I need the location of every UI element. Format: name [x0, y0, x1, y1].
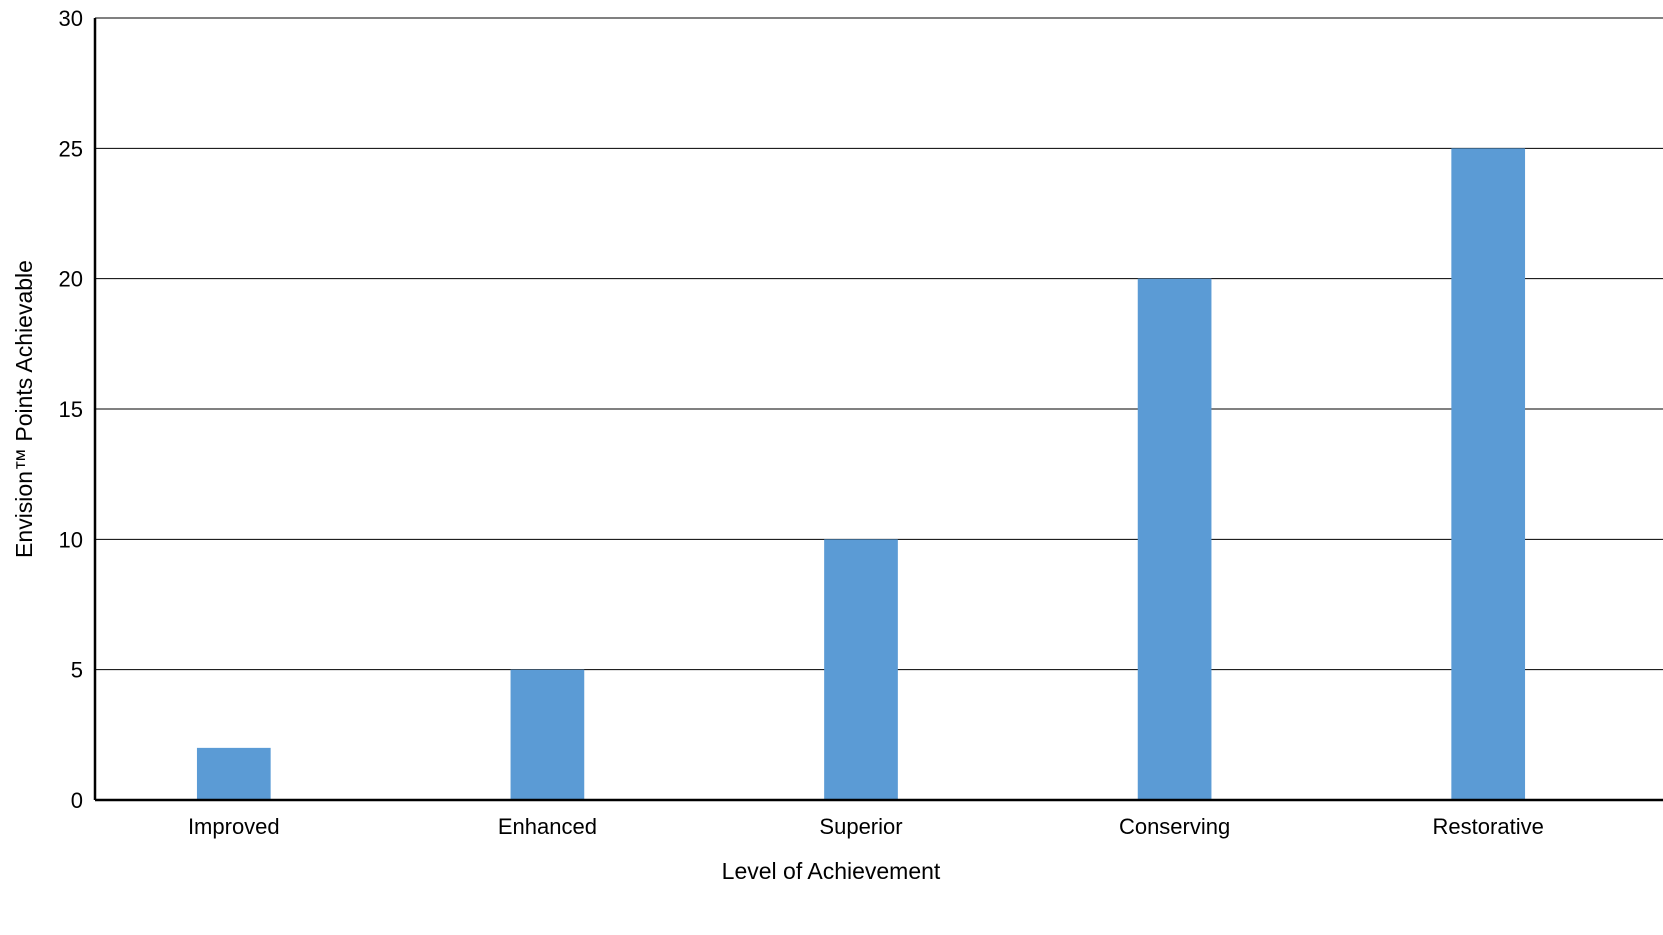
y-tick-label: 10 — [59, 527, 83, 552]
bar-improved — [196, 747, 271, 800]
x-tick-label: Superior — [819, 814, 902, 839]
y-tick-label: 20 — [59, 267, 83, 292]
x-axis-title: Level of Achievement — [722, 858, 941, 884]
x-tick-label: Conserving — [1119, 814, 1230, 839]
y-axis-title: Envision™ Points Achievable — [11, 260, 37, 558]
y-tick-labels: 0 5 10 15 20 25 30 — [59, 6, 83, 813]
bar-restorative — [1451, 148, 1526, 801]
y-tick-label: 5 — [71, 658, 83, 683]
bar-enhanced — [510, 669, 585, 800]
bars — [196, 148, 1526, 801]
y-tick-label: 25 — [59, 136, 83, 161]
gridlines — [95, 17, 1663, 671]
x-tick-label: Improved — [188, 814, 280, 839]
axes — [93, 18, 1663, 802]
x-tick-labels: Improved Enhanced Superior Conserving Restor… — [188, 814, 1544, 839]
bar-conserving — [1137, 278, 1212, 801]
y-tick-label: 30 — [59, 6, 83, 31]
bar-superior — [824, 539, 898, 800]
x-tick-label: Enhanced — [498, 814, 597, 839]
y-tick-label: 15 — [59, 397, 83, 422]
x-tick-label: Restorative — [1433, 814, 1544, 839]
y-tick-label: 0 — [71, 788, 83, 813]
